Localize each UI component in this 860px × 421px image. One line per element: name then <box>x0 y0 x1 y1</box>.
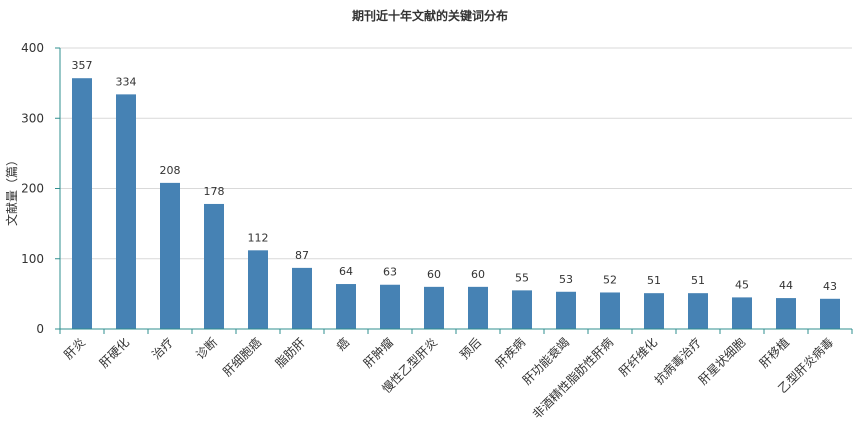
x-tick-label: 肝炎 <box>61 335 88 362</box>
x-tick-label: 肝移植 <box>756 335 792 371</box>
bar <box>336 284 356 329</box>
bar <box>160 182 180 329</box>
data-label: 87 <box>295 249 309 262</box>
y-tick-label: 200 <box>21 182 44 196</box>
y-axis-label: 文献量（篇） <box>4 154 19 226</box>
data-label: 60 <box>427 268 441 281</box>
x-tick-label: 肝星状细胞 <box>696 335 748 387</box>
data-label: 178 <box>204 185 225 198</box>
y-tick-label: 100 <box>21 252 44 266</box>
bar <box>116 94 136 330</box>
bar <box>776 298 796 329</box>
bar <box>820 298 840 329</box>
bar <box>248 250 268 329</box>
bar <box>380 284 400 329</box>
y-tick-label: 0 <box>36 322 44 336</box>
data-label: 44 <box>779 279 793 292</box>
bar <box>424 286 444 329</box>
data-label: 52 <box>603 273 617 286</box>
bars <box>72 78 840 330</box>
x-tick-label: 非酒精性脂肪性肝病 <box>529 335 616 421</box>
x-tick-label: 抗病毒治疗 <box>651 335 704 388</box>
data-labels: 357 334 208 178 112 87 64 63 60 60 55 53 52 51 51 45 44 4… <box>72 59 838 293</box>
bar <box>644 293 664 329</box>
gridlines <box>60 47 852 260</box>
x-tick-label: 肝疾病 <box>492 335 528 371</box>
data-label: 112 <box>248 231 269 244</box>
x-tick-label: 肝细胞癌 <box>220 335 265 380</box>
bar <box>600 292 620 329</box>
data-label: 357 <box>72 59 93 72</box>
x-tick-label: 预后 <box>457 335 484 362</box>
data-label: 51 <box>691 274 705 287</box>
data-label: 64 <box>339 265 353 278</box>
bar <box>204 203 224 329</box>
y-tick-label: 300 <box>21 111 44 125</box>
data-label: 43 <box>823 280 837 293</box>
axes <box>55 47 853 334</box>
y-axis-ticks: 0 100 200 300 400 <box>21 41 44 336</box>
x-tick-label: 脂肪肝 <box>272 335 308 371</box>
data-label: 63 <box>383 266 397 279</box>
data-label: 53 <box>559 273 573 286</box>
bar <box>732 297 752 329</box>
x-tick-label: 肝硬化 <box>97 335 132 370</box>
x-tick-label: 癌 <box>333 335 352 354</box>
data-label: 60 <box>471 268 485 281</box>
x-tick-label: 诊断 <box>193 335 221 363</box>
bar <box>688 293 708 329</box>
x-tick-label: 肝肿瘤 <box>360 335 396 371</box>
data-label: 208 <box>160 164 181 177</box>
data-label: 45 <box>735 278 749 291</box>
data-label: 55 <box>515 271 529 284</box>
x-tick-label: 肝纤维化 <box>616 335 660 379</box>
bar <box>72 78 92 330</box>
x-axis-ticks: 肝炎 肝硬化 治疗 诊断 肝细胞癌 脂肪肝癌肝肿瘤慢性乙型肝炎 预后 肝疾病肝功能衰竭非酒精性… <box>61 335 836 421</box>
bar <box>512 290 532 329</box>
x-tick-label: 治疗 <box>149 335 176 362</box>
bar <box>556 291 576 329</box>
chart-title: 期刊近十年文献的关键词分布 <box>352 8 508 23</box>
data-label: 334 <box>116 75 137 88</box>
data-label: 51 <box>647 274 661 287</box>
bar <box>468 286 488 329</box>
y-tick-label: 400 <box>21 41 44 55</box>
bar <box>292 267 312 329</box>
